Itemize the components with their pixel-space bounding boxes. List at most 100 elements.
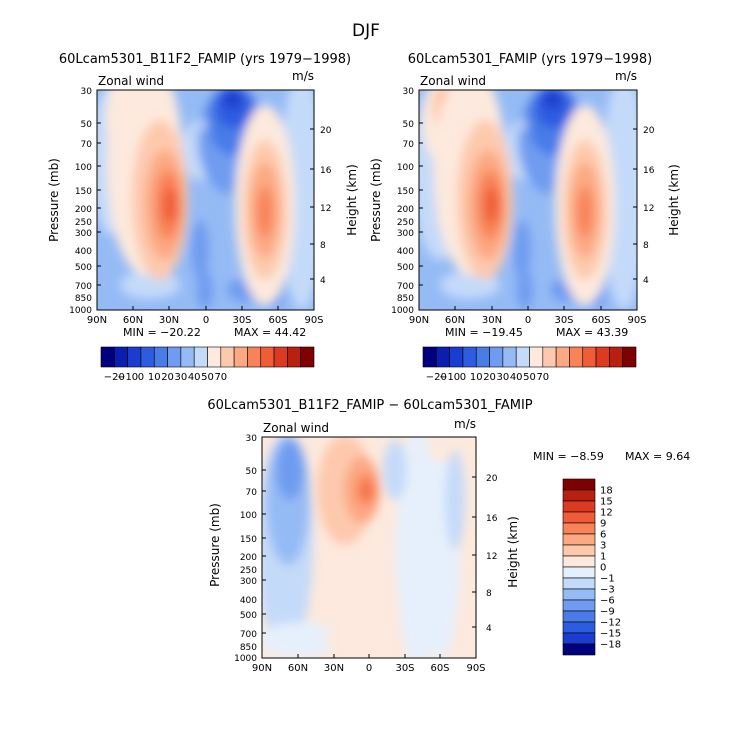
panel-a-x-tick: 30N xyxy=(159,315,179,326)
panel-c: 60Lcam5301_B11F2_FAMIP − 60Lcam5301_FAMI… xyxy=(207,398,690,674)
colorbar-tick-label: −10 xyxy=(117,372,138,383)
colorbar-swatch xyxy=(562,555,596,568)
colorbar-swatch xyxy=(273,346,288,368)
panel-a: 60Lcam5301_B11F2_FAMIP (yrs 1979−1998) Z… xyxy=(47,52,359,383)
colorbar-tick-label: 15 xyxy=(600,497,613,508)
panel-b-x-tick: 0 xyxy=(525,315,531,326)
colorbar-tick-label: 70 xyxy=(536,372,549,383)
panel-a-y-tick: 300 xyxy=(75,229,92,239)
colorbar-tick-label: 20 xyxy=(161,372,174,383)
panel-a-y-tick: 250 xyxy=(75,218,92,228)
panel-a-x-tick: 60N xyxy=(123,315,143,326)
colorbar-tick-label: 40 xyxy=(188,372,201,383)
colorbar-swatch xyxy=(502,346,517,368)
panel-c-y-tick: 400 xyxy=(240,596,257,606)
colorbar-swatch xyxy=(153,346,168,368)
panel-b-colorbar: −20−10 0 10 20 30 40 50 70 xyxy=(422,346,637,383)
panel-a-height-tick: 16 xyxy=(320,166,332,176)
panel-c-x-tick: 60N xyxy=(288,663,308,674)
panel-b-x-tick: 30S xyxy=(554,315,573,326)
panel-a-variable-label: Zonal wind xyxy=(98,74,164,88)
colorbar-tick-label: −20 xyxy=(426,372,447,383)
panel-a-height-tick: 4 xyxy=(320,276,326,286)
panel-c-height-axis: 20 16 12 8 4 xyxy=(472,474,498,634)
panel-b-y-label: Pressure (mb) xyxy=(369,158,383,242)
panel-b-y-tick: 1000 xyxy=(391,306,414,316)
panel-b-units-label: m/s xyxy=(615,69,637,83)
panel-c-y-tick: 1000 xyxy=(234,654,257,664)
panel-a-y-tick: 700 xyxy=(75,282,92,292)
panel-c-contour-field xyxy=(262,437,476,658)
panel-a-y-tick: 70 xyxy=(81,140,93,150)
colorbar-tick-label: −20 xyxy=(104,372,125,383)
panel-a-y-tick: 500 xyxy=(75,263,92,273)
panel-b-y-tick: 300 xyxy=(397,229,414,239)
panel-b-y-tick: 250 xyxy=(397,218,414,228)
panel-c-y-tick: 70 xyxy=(246,488,258,498)
panel-c-y-tick: 500 xyxy=(240,611,257,621)
panel-b-y-tick: 70 xyxy=(403,140,415,150)
panel-b-y-tick: 850 xyxy=(397,294,414,304)
panel-c-y-tick: 200 xyxy=(240,553,257,563)
colorbar-tick-label: 50 xyxy=(201,372,214,383)
colorbar-tick-label: −6 xyxy=(600,596,615,607)
panel-c-y-tick: 700 xyxy=(240,630,257,640)
panel-c-min-label: MIN = −8.59 xyxy=(533,450,604,463)
colorbar-swatch xyxy=(562,489,596,502)
colorbar-swatch xyxy=(100,346,115,368)
panel-a-height-axis: 20 16 12 8 4 xyxy=(310,126,332,286)
panel-b-height-tick: 20 xyxy=(643,126,655,136)
colorbar-tick-label: 30 xyxy=(175,372,188,383)
panel-b-min-label: MIN = −19.45 xyxy=(445,326,523,339)
panel-b-height-tick: 16 xyxy=(643,166,655,176)
panel-b-y-tick: 500 xyxy=(397,263,414,273)
colorbar-tick-label: −1 xyxy=(600,574,615,585)
colorbar-tick-label: −15 xyxy=(600,629,621,640)
panel-c-x-tick: 60S xyxy=(430,663,449,674)
panel-a-min-label: MIN = −20.22 xyxy=(123,326,201,339)
panel-c-y-right-label: Height (km) xyxy=(506,516,520,587)
colorbar-swatch xyxy=(562,588,596,601)
colorbar-swatch xyxy=(436,346,450,368)
panel-b-x-tick: 60N xyxy=(445,315,465,326)
panel-c-x-tick: 90N xyxy=(252,663,272,674)
colorbar-swatch xyxy=(562,511,596,524)
colorbar-tick-label: 0 xyxy=(600,563,606,574)
colorbar-swatch xyxy=(193,346,208,368)
panel-b-y-tick: 700 xyxy=(397,282,414,292)
panel-a-units-label: m/s xyxy=(292,69,314,83)
panel-b-height-tick: 4 xyxy=(643,276,649,286)
panel-a-pressure-axis: 30 50 70 100 150 200 250 300 400 500 700… xyxy=(69,87,101,316)
colorbar-tick-label: 1 xyxy=(600,552,606,563)
panel-c-height-tick: 12 xyxy=(486,552,497,562)
colorbar-swatch xyxy=(462,346,477,368)
colorbar-swatch xyxy=(207,346,222,368)
panel-c-height-tick: 20 xyxy=(486,474,498,484)
colorbar-swatch xyxy=(515,346,530,368)
colorbar-swatch xyxy=(287,346,301,368)
panel-b-y-tick: 200 xyxy=(397,205,414,215)
panel-c-y-tick: 50 xyxy=(246,467,258,477)
panel-a-y-tick: 150 xyxy=(75,187,92,197)
colorbar-swatch xyxy=(562,632,596,645)
panel-c-x-axis: 90N 60N 30N 0 30S 60S 90S xyxy=(252,654,486,674)
colorbar-swatch xyxy=(542,346,557,368)
panel-a-x-tick: 60S xyxy=(268,315,287,326)
colorbar-tick-label: 20 xyxy=(483,372,496,383)
colorbar-swatch xyxy=(609,346,623,368)
colorbar-swatch xyxy=(595,346,610,368)
panel-a-max-label: MAX = 44.42 xyxy=(234,326,306,339)
colorbar-swatch xyxy=(180,346,195,368)
colorbar-swatch xyxy=(233,346,248,368)
panel-c-y-tick: 300 xyxy=(240,577,257,587)
colorbar-swatch xyxy=(529,346,544,368)
colorbar-swatch xyxy=(489,346,504,368)
panel-a-y-right-label: Height (km) xyxy=(345,164,359,235)
panel-a-height-tick: 20 xyxy=(320,126,332,136)
panel-a-y-tick: 1000 xyxy=(69,306,92,316)
panel-b-x-tick: 60S xyxy=(591,315,610,326)
panel-c-x-tick: 0 xyxy=(366,663,372,674)
panel-a-y-tick: 400 xyxy=(75,247,92,257)
